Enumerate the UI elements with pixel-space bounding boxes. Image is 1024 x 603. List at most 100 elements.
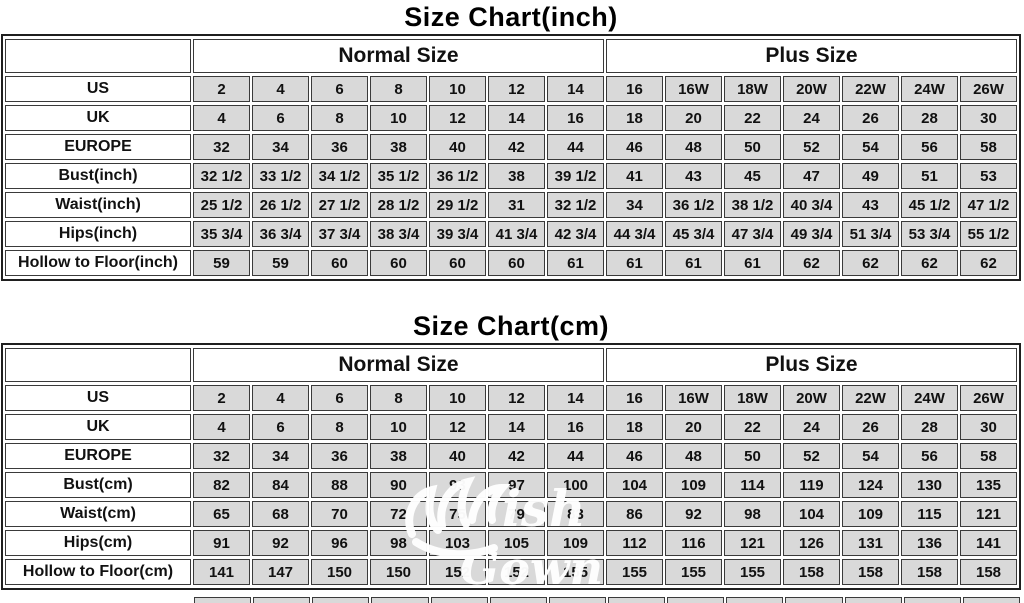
row-label: Hips(cm) — [5, 530, 191, 556]
size-cell: 47 1/2 — [960, 192, 1017, 218]
size-cell: 45 3/4 — [665, 221, 722, 247]
size-cell: 90 — [370, 472, 427, 498]
table-row: US 2 4 6 8 10 12 14 16 16W 18W 20W 22W 24W 26W — [5, 76, 1017, 102]
size-cell: 36 1/2 — [665, 192, 722, 218]
size-cell: 44 — [547, 134, 604, 160]
size-cell: 51 — [901, 163, 958, 189]
table-row: Hollow to Floor(inch) 59 59 60 60 60 60 61 61 61 6… — [5, 250, 1017, 276]
size-cell: 58 — [960, 134, 1017, 160]
size-cell: 103 — [429, 530, 486, 556]
size-cell: 8 — [311, 105, 368, 131]
size-cell: 152 — [488, 559, 545, 585]
size-cell: 152 — [429, 559, 486, 585]
size-cell: 93 — [429, 472, 486, 498]
cropped-cell — [962, 597, 1020, 603]
size-cell: 18 — [606, 105, 663, 131]
cropped-next-row — [194, 597, 1020, 603]
cropped-cell — [785, 597, 843, 603]
size-cell: 26 — [842, 414, 899, 440]
size-cell: 83 — [547, 501, 604, 527]
size-cell: 45 1/2 — [901, 192, 958, 218]
size-table-cm-section: Size Chart(cm) Normal Size Plus Size US 2… — [1, 309, 1021, 590]
table-title-cm: Size Chart(cm) — [412, 311, 610, 341]
table-row: Waist(cm) 65 68 70 72 75 79 83 86 92 98 104 109 115 12… — [5, 501, 1017, 527]
size-cell: 34 — [606, 192, 663, 218]
size-cell: 16 — [606, 76, 663, 102]
cropped-cell — [726, 597, 784, 603]
size-cell: 36 — [311, 443, 368, 469]
size-cell: 10 — [370, 414, 427, 440]
size-cell: 38 — [488, 163, 545, 189]
size-cell: 155 — [606, 559, 663, 585]
size-cell: 52 — [783, 443, 840, 469]
size-cell: 40 — [429, 134, 486, 160]
size-cell: 104 — [606, 472, 663, 498]
size-cell: 60 — [429, 250, 486, 276]
size-cell: 86 — [606, 501, 663, 527]
size-cell: 41 — [606, 163, 663, 189]
table-row: Bust(inch) 32 1/2 33 1/2 34 1/2 35 1/2 36 1/2… — [5, 163, 1017, 189]
size-table-cm-frame: Normal Size Plus Size US 2 4 6 8 10 12 14 16 16W 1… — [1, 343, 1021, 590]
size-cell: 14 — [488, 414, 545, 440]
table-row: US 2 4 6 8 10 12 14 16 16W 18W 20W 22W 24W 26W — [5, 385, 1017, 411]
size-cell: 26 1/2 — [252, 192, 309, 218]
size-cell: 52 — [783, 134, 840, 160]
size-cell: 18W — [724, 76, 781, 102]
size-cell: 47 3/4 — [724, 221, 781, 247]
size-cell: 28 — [901, 105, 958, 131]
size-cell: 36 1/2 — [429, 163, 486, 189]
table-row: Waist(inch) 25 1/2 26 1/2 27 1/2 28 1/2 29 1/… — [5, 192, 1017, 218]
size-cell: 109 — [665, 472, 722, 498]
size-cell: 158 — [901, 559, 958, 585]
size-cell: 119 — [783, 472, 840, 498]
size-cell: 44 — [547, 443, 604, 469]
size-cell: 14 — [547, 385, 604, 411]
size-cell: 121 — [724, 530, 781, 556]
size-cell: 105 — [488, 530, 545, 556]
size-cell: 27 1/2 — [311, 192, 368, 218]
size-cell: 20W — [783, 385, 840, 411]
group-header-row: Normal Size Plus Size — [5, 348, 1017, 382]
size-cell: 33 1/2 — [252, 163, 309, 189]
size-cell: 26W — [960, 385, 1017, 411]
size-cell: 92 — [252, 530, 309, 556]
row-label: US — [5, 385, 191, 411]
size-cell: 39 1/2 — [547, 163, 604, 189]
size-cell: 59 — [193, 250, 250, 276]
size-cell: 22W — [842, 76, 899, 102]
size-table-cm: Normal Size Plus Size US 2 4 6 8 10 12 14 16 16W 1… — [3, 345, 1019, 588]
size-cell: 126 — [783, 530, 840, 556]
size-cell: 2 — [193, 385, 250, 411]
size-cell: 38 — [370, 443, 427, 469]
size-cell: 155 — [724, 559, 781, 585]
size-cell: 45 — [724, 163, 781, 189]
size-cell: 38 — [370, 134, 427, 160]
size-cell: 31 — [488, 192, 545, 218]
size-cell: 62 — [842, 250, 899, 276]
size-cell: 29 1/2 — [429, 192, 486, 218]
size-cell: 39 3/4 — [429, 221, 486, 247]
size-cell: 28 1/2 — [370, 192, 427, 218]
size-cell: 53 3/4 — [901, 221, 958, 247]
size-cell: 6 — [311, 385, 368, 411]
size-cell: 30 — [960, 414, 1017, 440]
size-cell: 32 — [193, 443, 250, 469]
size-cell: 6 — [311, 76, 368, 102]
size-cell: 8 — [370, 385, 427, 411]
size-cell: 22 — [724, 414, 781, 440]
size-cell: 109 — [547, 530, 604, 556]
size-cell: 59 — [252, 250, 309, 276]
size-cell: 36 — [311, 134, 368, 160]
size-cell: 6 — [252, 105, 309, 131]
size-cell: 48 — [665, 443, 722, 469]
cropped-cell — [430, 597, 488, 603]
size-table-inch: Normal Size Plus Size US 2 4 6 8 10 12 14 16 16W 1… — [3, 36, 1019, 279]
size-cell: 61 — [724, 250, 781, 276]
row-label: Waist(inch) — [5, 192, 191, 218]
size-cell: 88 — [311, 472, 368, 498]
size-cell: 4 — [193, 105, 250, 131]
size-cell: 25 1/2 — [193, 192, 250, 218]
table-row: Bust(cm) 82 84 88 90 93 97 100 104 109 114 119 124 13… — [5, 472, 1017, 498]
cropped-cell — [607, 597, 666, 603]
size-cell: 16 — [606, 385, 663, 411]
